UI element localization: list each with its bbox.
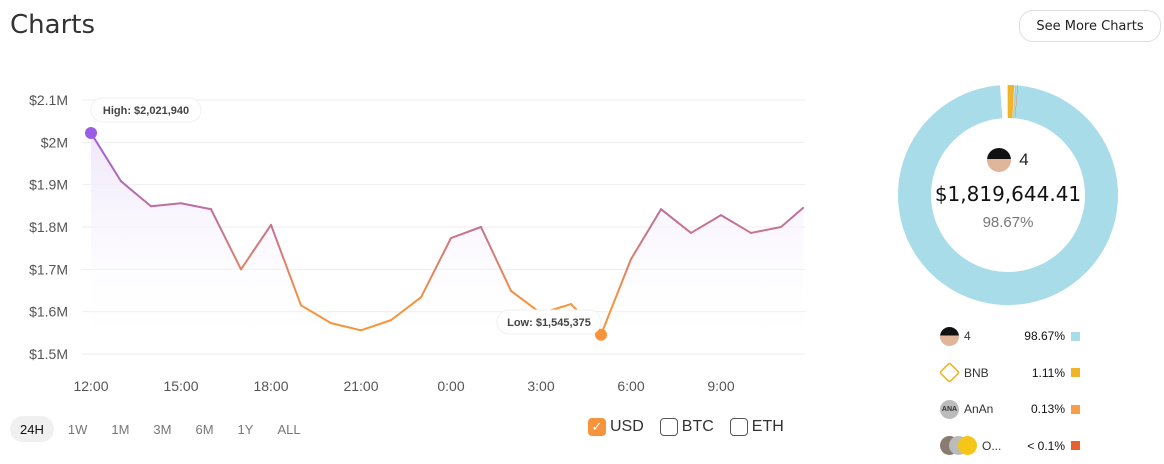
high-label: High: $2,021,940 (103, 105, 189, 117)
x-tick-label: 6:00 (617, 378, 644, 394)
currency-label: ETH (752, 418, 784, 436)
avatar-icon (940, 327, 959, 346)
range-tab-1w[interactable]: 1W (58, 416, 98, 442)
legend-name: BNB (964, 366, 1032, 380)
legend-name: O... (982, 439, 1027, 453)
y-tick-label: $2M (41, 134, 68, 150)
high-marker (85, 127, 97, 139)
legend-item[interactable]: O...< 0.1% (940, 428, 1080, 464)
x-tick-label: 3:00 (527, 378, 554, 394)
currency-label: USD (610, 418, 644, 436)
legend-percent: 98.67% (1024, 329, 1065, 343)
checkbox[interactable] (730, 418, 748, 436)
checkbox[interactable] (660, 418, 678, 436)
token-icon (958, 436, 977, 455)
range-tab-6m[interactable]: 6M (185, 416, 223, 442)
currency-usd[interactable]: ✓USD (588, 418, 644, 436)
x-tick-label: 18:00 (253, 378, 288, 394)
x-tick-label: 0:00 (437, 378, 464, 394)
checkbox[interactable]: ✓ (588, 418, 606, 436)
y-tick-label: $2.1M (29, 92, 68, 108)
anan-icon: ANA (940, 400, 959, 419)
legend-percent: 1.11% (1032, 366, 1065, 380)
area-fill (91, 133, 803, 354)
legend-name: AnAn (964, 402, 1031, 416)
currency-toggles: ✓USD BTC ETH (588, 418, 784, 436)
legend-name: 4 (964, 329, 1024, 343)
y-tick-label: $1.9M (29, 177, 68, 193)
range-tab-all[interactable]: ALL (267, 416, 310, 442)
range-tab-1m[interactable]: 1M (101, 416, 139, 442)
x-tick-label: 9:00 (707, 378, 734, 394)
y-tick-label: $1.6M (29, 304, 68, 320)
center-percent: 98.67% (908, 214, 1108, 231)
range-tab-1y[interactable]: 1Y (228, 416, 264, 442)
y-tick-label: $1.7M (29, 261, 68, 277)
legend-swatch (1071, 332, 1080, 341)
x-tick-label: 15:00 (163, 378, 198, 394)
legend-percent: 0.13% (1031, 402, 1065, 416)
price-chart: $2.1M $2M $1.9M $1.8M $1.7M $1.6M $1.5M 12:00 15… (0, 80, 820, 400)
y-tick-label: $1.8M (29, 219, 68, 235)
center-value: $1,819,644.41 (908, 182, 1108, 206)
x-tick-label: 12:00 (73, 378, 108, 394)
x-tick-label: 21:00 (343, 378, 378, 394)
range-tab-24h[interactable]: 24H (10, 416, 54, 442)
avatar (987, 148, 1011, 172)
bnb-icon (939, 362, 960, 383)
see-more-charts-button[interactable]: See More Charts (1019, 10, 1161, 42)
donut-center: 4 $1,819,644.41 98.67% (908, 148, 1108, 231)
range-tab-3m[interactable]: 3M (143, 416, 181, 442)
currency-label: BTC (682, 418, 714, 436)
center-name: 4 (1019, 150, 1028, 170)
legend-percent: < 0.1% (1027, 439, 1065, 453)
currency-eth[interactable]: ETH (730, 418, 784, 436)
legend-swatch (1071, 441, 1080, 450)
y-tick-label: $1.5M (29, 346, 68, 362)
low-label: Low: $1,545,375 (507, 317, 591, 329)
currency-btc[interactable]: BTC (660, 418, 714, 436)
legend-swatch (1071, 368, 1080, 377)
page-title: Charts (10, 10, 95, 40)
legend-swatch (1071, 405, 1080, 414)
